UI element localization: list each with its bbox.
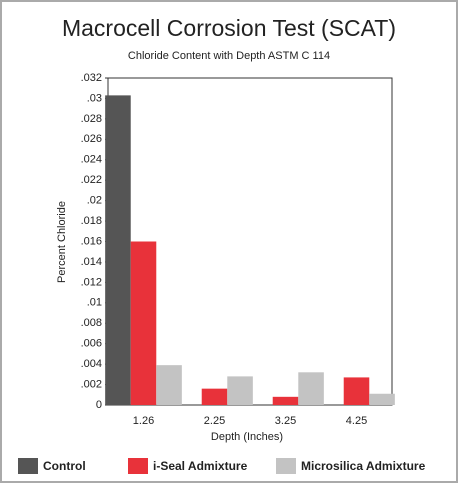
x-tick-label: 3.25 — [275, 415, 296, 427]
legend-swatch — [18, 458, 38, 474]
y-tick-label: .032 — [81, 72, 102, 84]
chart-title: Macrocell Corrosion Test (SCAT) — [62, 15, 396, 41]
legend-label: Control — [43, 459, 86, 473]
y-tick-label: .03 — [87, 92, 102, 104]
y-tick-label: .018 — [81, 215, 102, 227]
y-tick-label: .026 — [81, 133, 102, 145]
legend-swatch — [128, 458, 148, 474]
y-tick-label: .006 — [81, 338, 102, 350]
x-tick-label: 2.25 — [204, 415, 225, 427]
y-tick-label: .004 — [81, 358, 102, 370]
y-tick-label: .014 — [81, 256, 102, 268]
y-tick-label: .028 — [81, 113, 102, 125]
bar — [201, 388, 228, 405]
bar — [298, 372, 324, 405]
bar — [156, 365, 182, 405]
legend-label: Microsilica Admixture — [301, 459, 426, 473]
legend-label: i-Seal Admixture — [153, 459, 248, 473]
bar — [272, 396, 299, 405]
bar — [343, 377, 370, 405]
y-tick-label: .022 — [81, 174, 102, 186]
bar — [369, 393, 395, 405]
bar — [227, 376, 253, 405]
x-tick-label: 4.25 — [346, 415, 367, 427]
y-tick-label: .01 — [87, 297, 102, 309]
y-tick-label: .024 — [81, 154, 102, 166]
chart-subtitle: Chloride Content with Depth ASTM C 114 — [128, 50, 330, 62]
y-tick-label: .016 — [81, 235, 102, 247]
bar — [105, 95, 131, 405]
x-tick-label: 1.26 — [133, 415, 154, 427]
y-tick-label: 0 — [96, 399, 102, 411]
y-tick-label: .002 — [81, 378, 102, 390]
legend-swatch — [276, 458, 296, 474]
y-axis-label: Percent Chloride — [56, 201, 68, 283]
x-axis-label: Depth (Inches) — [211, 431, 283, 443]
bar — [130, 241, 157, 405]
y-tick-label: .02 — [87, 195, 102, 207]
y-tick-label: .012 — [81, 276, 102, 288]
y-tick-label: .008 — [81, 317, 102, 329]
